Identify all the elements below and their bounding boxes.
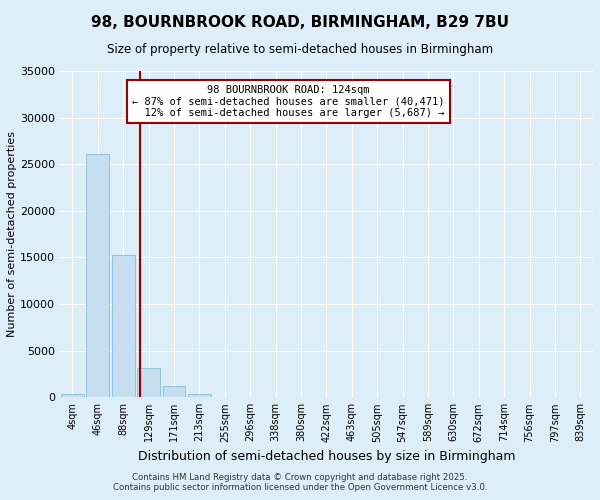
Bar (86, 154, 109, 398)
Bar (112, 254, 134, 398)
Y-axis label: Number of semi-detached properties: Number of semi-detached properties (7, 131, 17, 337)
Bar (188, 394, 211, 398)
Text: 98, BOURNBROOK ROAD, BIRMINGHAM, B29 7BU: 98, BOURNBROOK ROAD, BIRMINGHAM, B29 7BU (91, 15, 509, 30)
Bar (163, 386, 185, 398)
Text: 98 BOURNBROOK ROAD: 124sqm
← 87% of semi-detached houses are smaller (40,471)
  : 98 BOURNBROOK ROAD: 124sqm ← 87% of semi… (132, 85, 445, 118)
Text: Contains HM Land Registry data © Crown copyright and database right 2025.
Contai: Contains HM Land Registry data © Crown c… (113, 473, 487, 492)
Bar (137, 368, 160, 398)
Bar (61, 394, 84, 398)
X-axis label: Distribution of semi-detached houses by size in Birmingham: Distribution of semi-detached houses by … (137, 450, 515, 463)
Text: Size of property relative to semi-detached houses in Birmingham: Size of property relative to semi-detach… (107, 42, 493, 56)
